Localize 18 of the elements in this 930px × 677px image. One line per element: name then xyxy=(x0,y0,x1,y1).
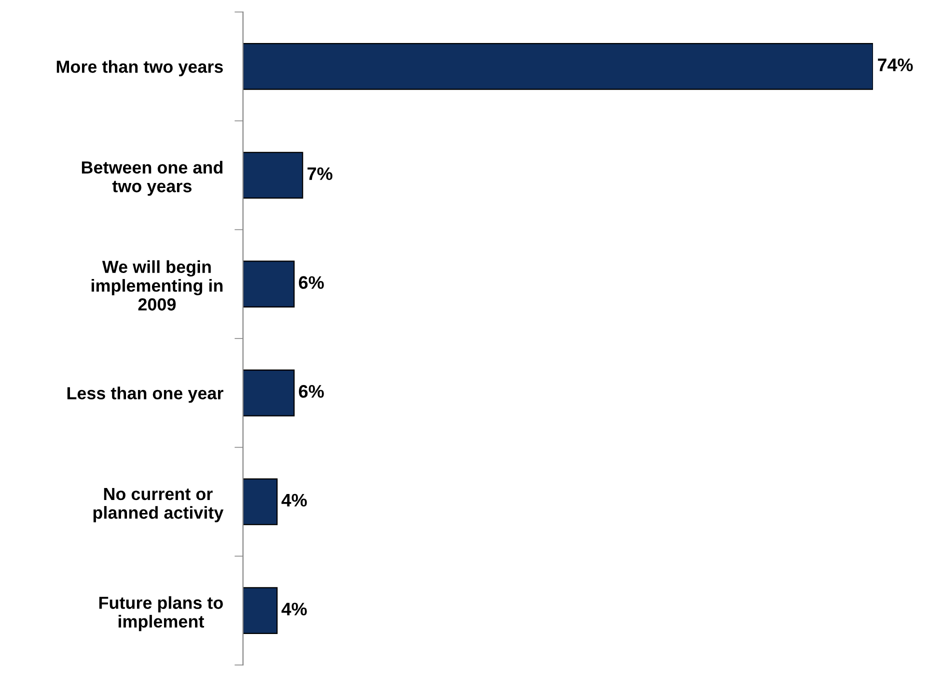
bar xyxy=(243,478,278,526)
y-tick-label: We will begin implementing in 2009 xyxy=(92,260,222,311)
bar xyxy=(243,260,295,308)
bar xyxy=(243,152,304,199)
bar xyxy=(243,370,295,416)
data-label: 6% xyxy=(298,276,324,289)
data-label: 4% xyxy=(281,494,307,507)
y-tick-label: No current or planned activity xyxy=(94,488,224,522)
y-tick-label: Less than one year xyxy=(67,386,224,403)
y-tick-label: Future plans to implement xyxy=(99,596,223,632)
y-tick-label: More than two years xyxy=(56,60,223,76)
data-label: 74% xyxy=(878,58,913,72)
bar xyxy=(243,587,278,634)
data-label: 6% xyxy=(298,384,324,398)
bar xyxy=(243,43,873,90)
y-tick-label: Between one and two years xyxy=(82,160,222,196)
data-label: 7% xyxy=(308,167,332,180)
data-label: 4% xyxy=(281,602,307,616)
